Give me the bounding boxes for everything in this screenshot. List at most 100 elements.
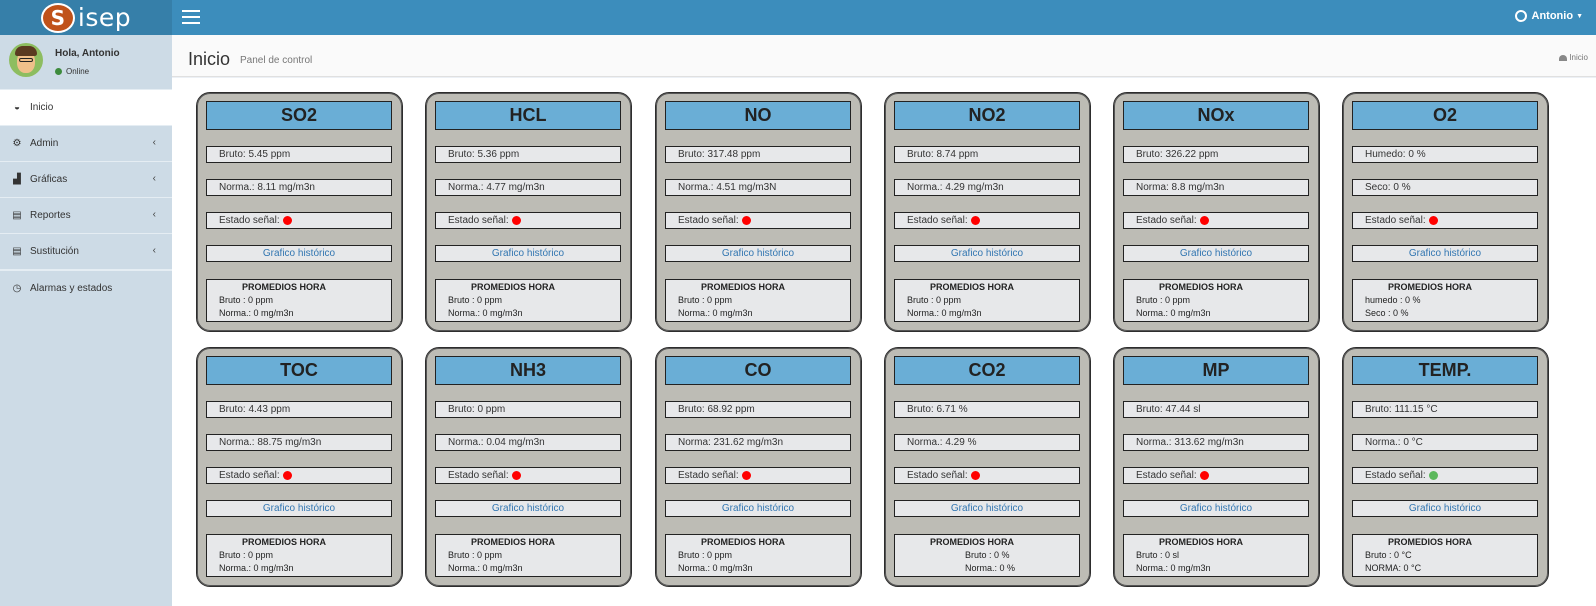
avg-raw: Bruto : 0 ppm bbox=[448, 295, 503, 305]
avg-raw: Bruto : 0 ppm bbox=[448, 550, 503, 560]
signal-status-icon bbox=[1199, 216, 1209, 225]
card-signal-status: Estado señal: bbox=[665, 467, 851, 484]
user-menu[interactable]: Antonio ▼ bbox=[1514, 10, 1583, 22]
signal-label: Estado señal: bbox=[1136, 215, 1197, 226]
card-signal-status: Estado señal: bbox=[1123, 467, 1309, 484]
card-raw-value: Bruto: 111.15 °C bbox=[1352, 401, 1538, 418]
history-chart-link[interactable]: Grafico histórico bbox=[665, 500, 851, 517]
breadcrumb[interactable]: Inicio bbox=[1559, 53, 1588, 62]
card-title: NO bbox=[665, 101, 851, 130]
signal-label: Estado señal: bbox=[219, 470, 280, 481]
avg-norm: Seco : 0 % bbox=[1365, 308, 1409, 318]
sensor-card-no: NO Bruto: 317.48 ppm Norma.: 4.51 mg/m3N… bbox=[655, 92, 862, 332]
sidebar-item-admin[interactable]: ⚙ Admin ‹ bbox=[0, 125, 172, 161]
sidebar-item-label: Alarmas y estados bbox=[30, 282, 113, 294]
card-signal-status: Estado señal: bbox=[435, 467, 621, 484]
history-chart-link[interactable]: Grafico histórico bbox=[1123, 245, 1309, 262]
signal-label: Estado señal: bbox=[219, 215, 280, 226]
avg-title: PROMEDIOS HORA bbox=[700, 537, 785, 547]
signal-label: Estado señal: bbox=[1365, 470, 1426, 481]
card-signal-status: Estado señal: bbox=[206, 467, 392, 484]
card-title: SO2 bbox=[206, 101, 392, 130]
card-raw-value: Bruto: 317.48 ppm bbox=[665, 146, 851, 163]
avg-title: PROMEDIOS HORA bbox=[241, 282, 326, 292]
hourly-averages: PROMEDIOS HORA Bruto : 0 ppm Norma.: 0 m… bbox=[206, 534, 392, 577]
signal-status-icon bbox=[511, 471, 521, 480]
history-chart-link[interactable]: Grafico histórico bbox=[894, 500, 1080, 517]
history-chart-link[interactable]: Grafico histórico bbox=[1352, 245, 1538, 262]
card-title: MP bbox=[1123, 356, 1309, 385]
card-raw-value: Bruto: 326.22 ppm bbox=[1123, 146, 1309, 163]
sensor-card-temp: TEMP. Bruto: 111.15 °C Norma.: 0 °C Esta… bbox=[1342, 347, 1549, 587]
signal-label: Estado señal: bbox=[907, 215, 968, 226]
chevron-left-icon: ‹ bbox=[152, 209, 156, 220]
history-chart-link[interactable]: Grafico histórico bbox=[1352, 500, 1538, 517]
card-raw-value: Bruto: 4.43 ppm bbox=[206, 401, 392, 418]
sensor-card-co: CO Bruto: 68.92 ppm Norma: 231.62 mg/m3n… bbox=[655, 347, 862, 587]
user-circle-icon bbox=[1514, 10, 1527, 22]
signal-status-icon bbox=[1428, 216, 1438, 225]
area-chart-icon: ▟ bbox=[13, 174, 21, 185]
chevron-left-icon: ‹ bbox=[152, 245, 156, 256]
avatar bbox=[9, 43, 43, 77]
logo-text: isep bbox=[77, 3, 132, 32]
avg-raw: Bruto : 0 % bbox=[965, 550, 1010, 560]
avg-title: PROMEDIOS HORA bbox=[470, 282, 555, 292]
signal-label: Estado señal: bbox=[448, 470, 509, 481]
sidebar-item-graficas[interactable]: ▟ Gráficas ‹ bbox=[0, 161, 172, 197]
hourly-averages: PROMEDIOS HORA Bruto : 0 ppm Norma.: 0 m… bbox=[435, 534, 621, 577]
card-title: O2 bbox=[1352, 101, 1538, 130]
card-title: NOx bbox=[1123, 101, 1309, 130]
history-chart-link[interactable]: Grafico histórico bbox=[206, 245, 392, 262]
avg-raw: Bruto : 0 ppm bbox=[219, 295, 274, 305]
signal-status-icon bbox=[1199, 471, 1209, 480]
avg-title: PROMEDIOS HORA bbox=[700, 282, 785, 292]
user-status-text: Online bbox=[66, 67, 90, 76]
sidebar-item-label: Admin bbox=[30, 138, 59, 149]
card-raw-value: Bruto: 5.45 ppm bbox=[206, 146, 392, 163]
signal-label: Estado señal: bbox=[1136, 470, 1197, 481]
avg-title: PROMEDIOS HORA bbox=[1387, 537, 1472, 547]
card-signal-status: Estado señal: bbox=[1352, 212, 1538, 229]
signal-label: Estado señal: bbox=[678, 215, 739, 226]
avg-norm: Norma.: 0 % bbox=[965, 563, 1016, 573]
sidebar-item-sustitucion[interactable]: ▤ Sustitución ‹ bbox=[0, 233, 172, 269]
hourly-averages: PROMEDIOS HORA Bruto : 0 ppm Norma.: 0 m… bbox=[665, 279, 851, 322]
sidebar-item-label: Gráficas bbox=[30, 174, 68, 185]
card-signal-status: Estado señal: bbox=[665, 212, 851, 229]
card-title: TEMP. bbox=[1352, 356, 1538, 385]
history-chart-link[interactable]: Grafico histórico bbox=[1123, 500, 1309, 517]
dashboard-icon bbox=[1559, 54, 1568, 61]
sidebar-item-inicio[interactable]: ◒ Inicio bbox=[0, 89, 172, 125]
history-chart-link[interactable]: Grafico histórico bbox=[894, 245, 1080, 262]
sidebar: Hola, Antonio Online ◒ Inicio ⚙ Admin ‹ … bbox=[0, 35, 172, 606]
avg-title: PROMEDIOS HORA bbox=[1158, 282, 1243, 292]
avg-norm: Norma.: 0 mg/m3n bbox=[678, 563, 753, 573]
file-excel-icon: ▤ bbox=[12, 246, 22, 257]
online-dot-icon bbox=[55, 68, 62, 75]
signal-label: Estado señal: bbox=[448, 215, 509, 226]
avg-raw: Bruto : 0 ppm bbox=[678, 295, 733, 305]
sidebar-item-label: Reportes bbox=[30, 210, 71, 221]
card-norm-value: Norma.: 0.04 mg/m3n bbox=[435, 434, 621, 451]
card-title: TOC bbox=[206, 356, 392, 385]
avg-raw: Bruto : 0 ppm bbox=[219, 550, 274, 560]
card-title: HCL bbox=[435, 101, 621, 130]
card-raw-value: Bruto: 0 ppm bbox=[435, 401, 621, 418]
brand-logo[interactable]: S isep bbox=[0, 0, 172, 35]
sidebar-toggle-icon[interactable] bbox=[182, 10, 200, 24]
sidebar-item-alarmas[interactable]: ◷ Alarmas y estados bbox=[0, 269, 172, 305]
history-chart-link[interactable]: Grafico histórico bbox=[665, 245, 851, 262]
avg-title: PROMEDIOS HORA bbox=[241, 537, 326, 547]
avg-norm: Norma.: 0 mg/m3n bbox=[1136, 563, 1211, 573]
avg-raw: Bruto : 0 ppm bbox=[678, 550, 733, 560]
history-chart-link[interactable]: Grafico histórico bbox=[435, 245, 621, 262]
history-chart-link[interactable]: Grafico histórico bbox=[435, 500, 621, 517]
card-norm-value: Norma.: 4.51 mg/m3N bbox=[665, 179, 851, 196]
history-chart-link[interactable]: Grafico histórico bbox=[206, 500, 392, 517]
dashboard-icon: ◒ bbox=[13, 102, 21, 113]
sidebar-item-reportes[interactable]: ▤ Reportes ‹ bbox=[0, 197, 172, 233]
content-header: Inicio Panel de control Inicio bbox=[172, 35, 1596, 77]
signal-label: Estado señal: bbox=[907, 470, 968, 481]
sensor-card-co2: CO2 Bruto: 6.71 % Norma.: 4.29 % Estado … bbox=[884, 347, 1091, 587]
